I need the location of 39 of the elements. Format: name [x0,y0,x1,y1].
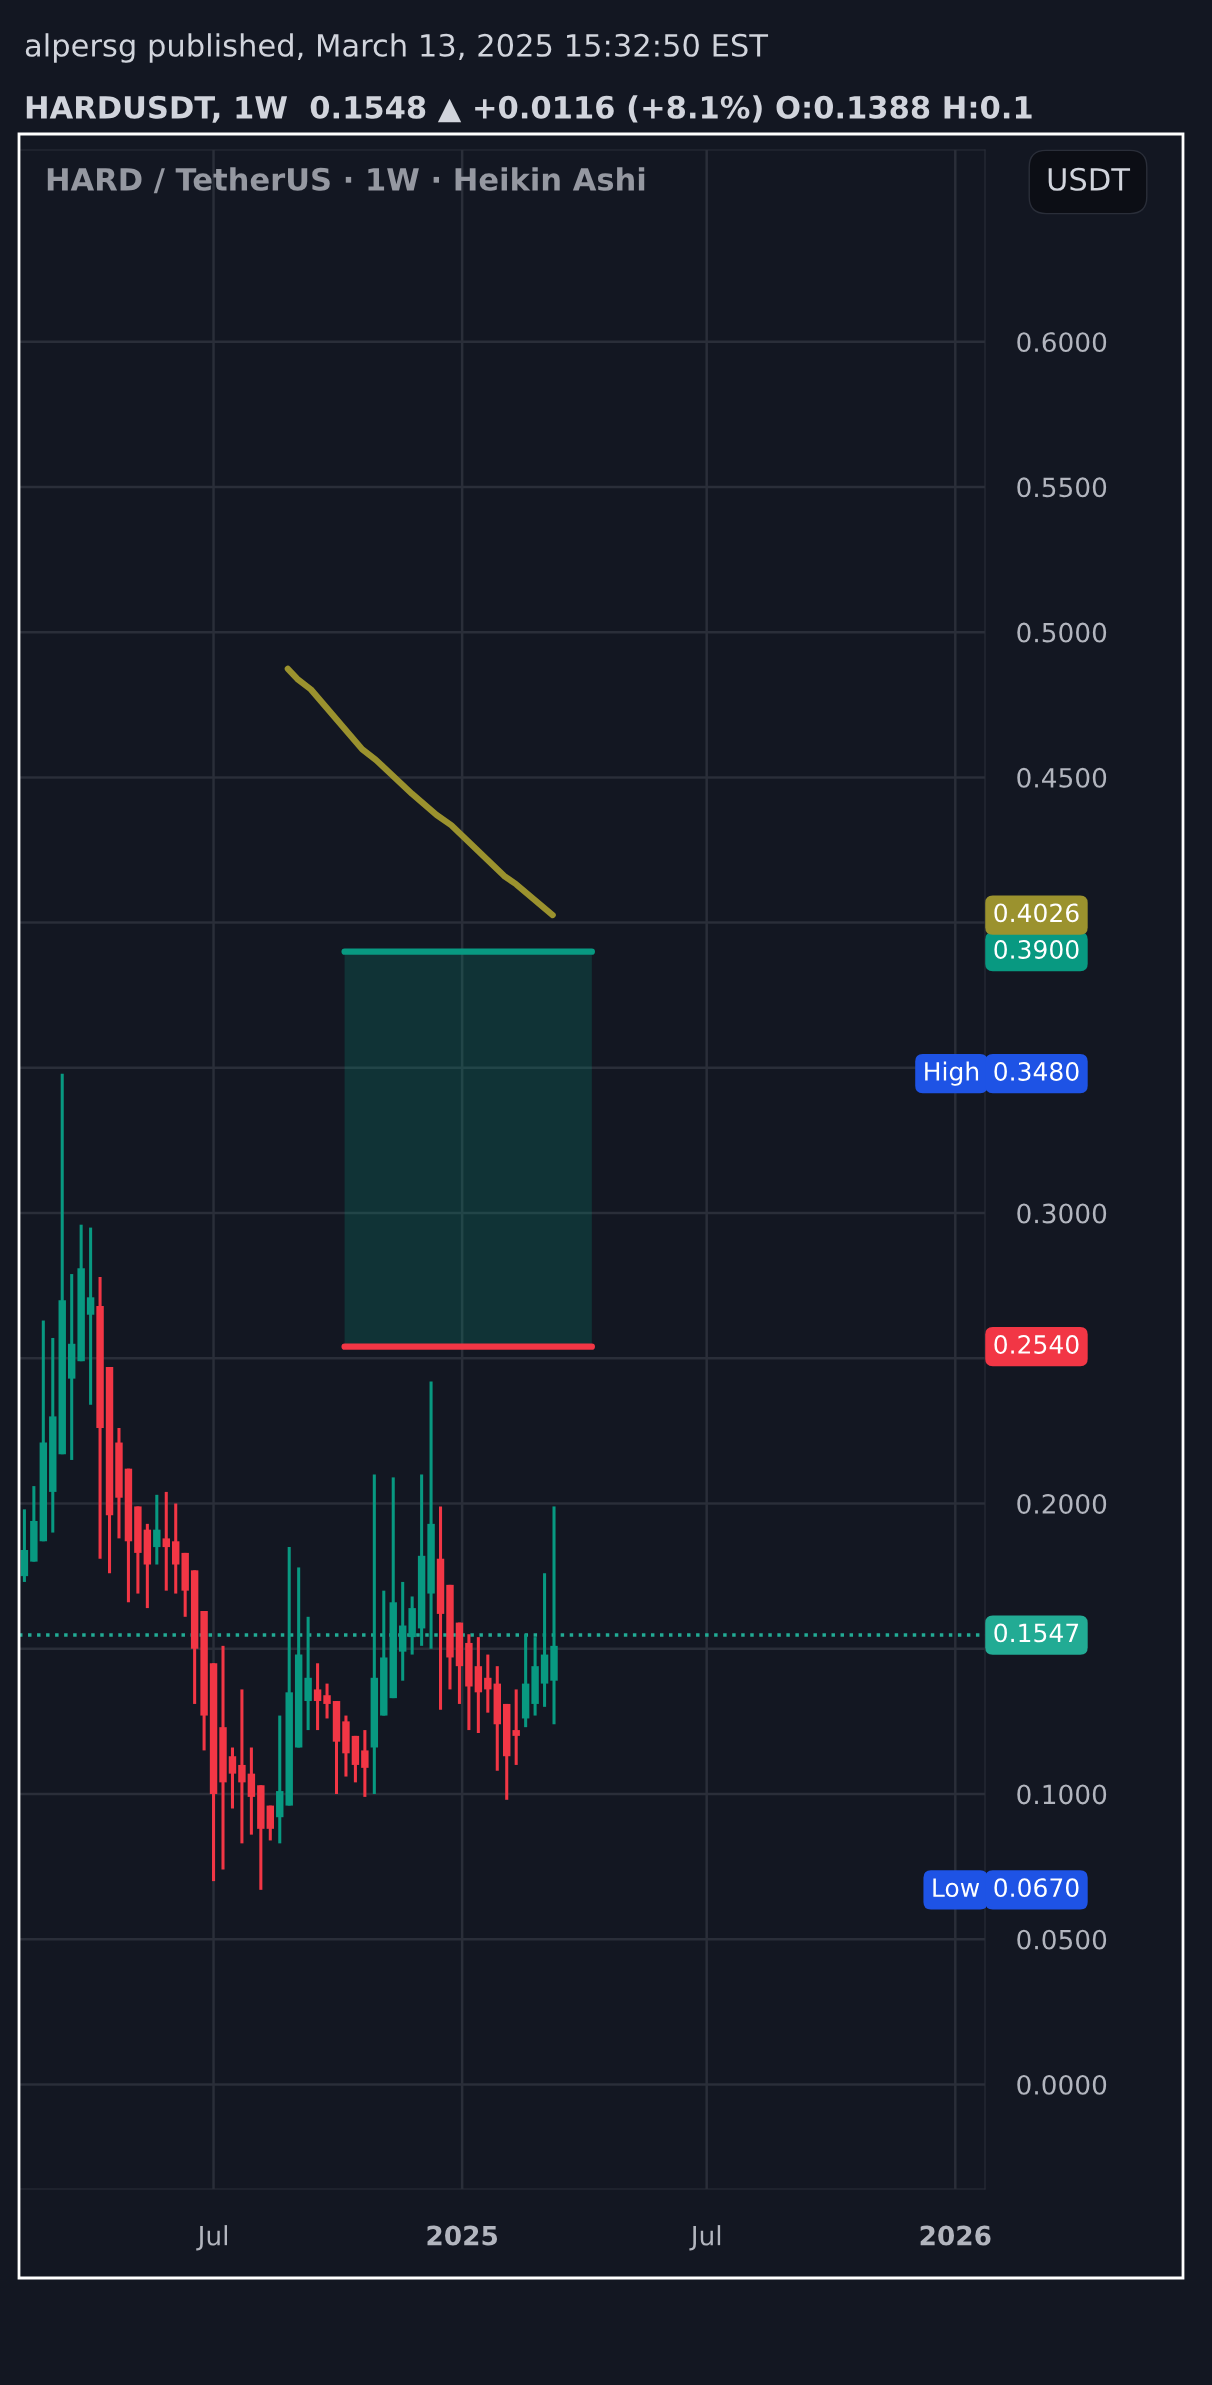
text: 0.4026 [994,903,1079,923]
y-tick-label: 0.0500 [1017,1929,1107,1950]
chart-title: HARD / TetherUS · 1W · Heikin Ashi [47,167,645,194]
annotation: Low [933,1878,980,1898]
candlestick [313,1663,322,1732]
chart-subtitle: HARDUSDT, 1W 0.1548 ▲ +0.0116 (+8.1%) O:0.1388 H:0.1 [26,95,1032,123]
y-tick-label: 0.1000 [1017,1784,1107,1805]
candlestick [304,1615,312,1732]
candlestick [323,1683,331,1719]
y-tick-label: 0.5000 [1017,622,1107,643]
text: 0.3900 [994,940,1079,959]
x-tick-label: 2025 [427,2225,498,2246]
candlestick [484,1654,492,1713]
candlestick [247,1747,256,1835]
candlestick [86,1227,95,1405]
y-tick-label: 0.5500 [1017,477,1107,498]
candlestick [266,1805,275,1841]
x-tick-label: Jul [689,2225,721,2251]
candlestick [162,1490,170,1591]
y-tick-label: 0.4500 [1017,767,1107,788]
text: USDT [1048,167,1131,191]
text: 0.2540 [994,1335,1079,1354]
y-tick-label: 0.0000 [1017,2074,1107,2095]
x-tick-label: 2026 [920,2225,991,2246]
x-tick-label: Jul [196,2225,227,2251]
candlestick [512,1689,520,1765]
candlestick [238,1689,246,1844]
ref-line-label: 0.1547 [994,1623,1079,1643]
text: alpersg published, March 13, 2025 15:32:50 EST [25,33,769,63]
y-tick-label: 0.3000 [1017,1203,1107,1224]
candlestick [172,1503,180,1594]
y-tick-label: 0.6000 [1017,332,1107,353]
candlestick [361,1730,369,1797]
annotation: High [925,1061,979,1086]
text: 0.0670 [994,1878,1079,1898]
candlestick [228,1747,237,1809]
y-tick-label: 0.2000 [1017,1493,1107,1514]
text: 0.3480 [994,1061,1079,1081]
candlestick [153,1493,161,1565]
